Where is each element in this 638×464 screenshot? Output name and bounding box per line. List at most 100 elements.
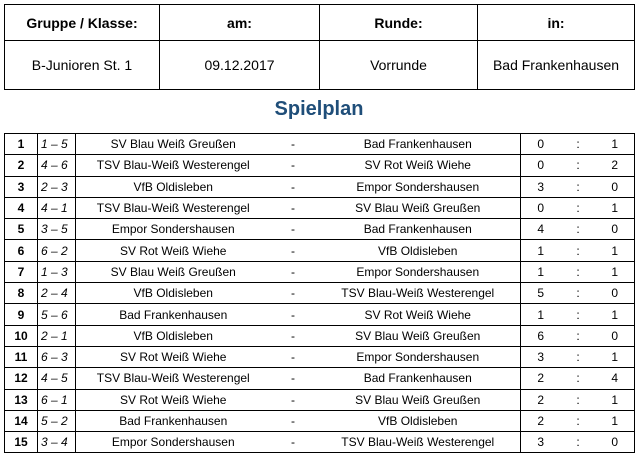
home-team: Empor Sondershausen	[75, 431, 271, 454]
away-goals: 1	[595, 196, 635, 220]
match-number: 4	[4, 196, 38, 220]
pairing: 1 – 5	[37, 132, 76, 156]
home-team: VfB Oldisleben	[75, 282, 271, 305]
separator: -	[270, 431, 316, 454]
match-number: 1	[4, 132, 38, 156]
home-team: Bad Frankenhausen	[75, 303, 271, 326]
match-number: 13	[4, 388, 38, 411]
away-team: Bad Frankenhausen	[315, 367, 521, 390]
header-label: am:	[159, 4, 320, 41]
separator: -	[270, 239, 316, 262]
pairing: 3 – 4	[37, 431, 76, 454]
home-goals: 1	[520, 303, 561, 326]
match-number: 9	[4, 303, 38, 326]
away-goals: 1	[595, 260, 635, 284]
separator: -	[270, 388, 316, 411]
match-row: 15 3 – 4 Empor Sondershausen - TSV Blau-Weiß…	[4, 431, 635, 454]
away-goals: 2	[595, 154, 635, 177]
home-goals: 4	[520, 218, 561, 241]
colon: :	[560, 239, 596, 262]
home-goals: 0	[520, 196, 561, 220]
away-team: SV Rot Weiß Wiehe	[315, 303, 521, 326]
home-team: TSV Blau-Weiß Westerengel	[75, 196, 271, 220]
match-row: 13 6 – 1 SV Rot Weiß Wiehe - SV Blau Weiß Gr…	[4, 388, 635, 411]
home-goals: 2	[520, 388, 561, 411]
away-team: Empor Sondershausen	[315, 260, 521, 284]
home-team: Empor Sondershausen	[75, 218, 271, 241]
match-row: 11 6 – 3 SV Rot Weiß Wiehe - Empor Sondersha…	[4, 345, 635, 369]
pairing: 2 – 3	[37, 175, 76, 198]
away-goals: 0	[595, 324, 635, 347]
colon: :	[560, 345, 596, 369]
match-number: 11	[4, 345, 38, 369]
colon: :	[560, 132, 596, 156]
header-label: Gruppe / Klasse:	[4, 4, 160, 41]
home-team: TSV Blau-Weiß Westerengel	[75, 367, 271, 390]
colon: :	[560, 388, 596, 411]
away-goals: 1	[595, 132, 635, 156]
away-goals: 0	[595, 175, 635, 198]
home-goals: 0	[520, 132, 561, 156]
colon: :	[560, 175, 596, 198]
separator: -	[270, 282, 316, 305]
home-team: VfB Oldisleben	[75, 175, 271, 198]
separator: -	[270, 132, 316, 156]
away-goals: 0	[595, 431, 635, 454]
home-goals: 3	[520, 345, 561, 369]
home-goals: 2	[520, 409, 561, 433]
colon: :	[560, 154, 596, 177]
home-goals: 3	[520, 175, 561, 198]
header-value: B-Junioren St. 1	[4, 40, 160, 90]
match-number: 10	[4, 324, 38, 347]
away-goals: 1	[595, 239, 635, 262]
pairing: 4 – 5	[37, 367, 76, 390]
home-team: SV Blau Weiß Greußen	[75, 260, 271, 284]
home-goals: 3	[520, 431, 561, 454]
home-goals: 2	[520, 367, 561, 390]
title: Spielplan	[274, 98, 364, 120]
home-team: SV Blau Weiß Greußen	[75, 132, 271, 156]
pairing: 3 – 5	[37, 218, 76, 241]
match-row: 14 5 – 2 Bad Frankenhausen - VfB Oldisleben 2…	[4, 409, 635, 433]
colon: :	[560, 260, 596, 284]
away-team: Bad Frankenhausen	[315, 218, 521, 241]
separator: -	[270, 175, 316, 198]
colon: :	[560, 324, 596, 347]
away-team: TSV Blau-Weiß Westerengel	[315, 431, 521, 454]
home-goals: 1	[520, 239, 561, 262]
away-team: SV Blau Weiß Greußen	[315, 324, 521, 347]
separator: -	[270, 196, 316, 220]
home-team: SV Rot Weiß Wiehe	[75, 388, 271, 411]
match-number: 5	[4, 218, 38, 241]
match-number: 14	[4, 409, 38, 433]
away-goals: 1	[595, 388, 635, 411]
away-team: TSV Blau-Weiß Westerengel	[315, 282, 521, 305]
match-number: 8	[4, 282, 38, 305]
match-number: 7	[4, 260, 38, 284]
away-goals: 1	[595, 303, 635, 326]
colon: :	[560, 431, 596, 454]
home-goals: 0	[520, 154, 561, 177]
colon: :	[560, 409, 596, 433]
header-label: in:	[477, 4, 635, 41]
home-goals: 1	[520, 260, 561, 284]
match-number: 12	[4, 367, 38, 390]
header-value: 09.12.2017	[159, 40, 320, 90]
separator: -	[270, 367, 316, 390]
home-goals: 5	[520, 282, 561, 305]
home-team: SV Rot Weiß Wiehe	[75, 239, 271, 262]
away-goals: 1	[595, 345, 635, 369]
away-team: Empor Sondershausen	[315, 345, 521, 369]
header-value: Bad Frankenhausen	[477, 40, 635, 90]
pairing: 1 – 3	[37, 260, 76, 284]
